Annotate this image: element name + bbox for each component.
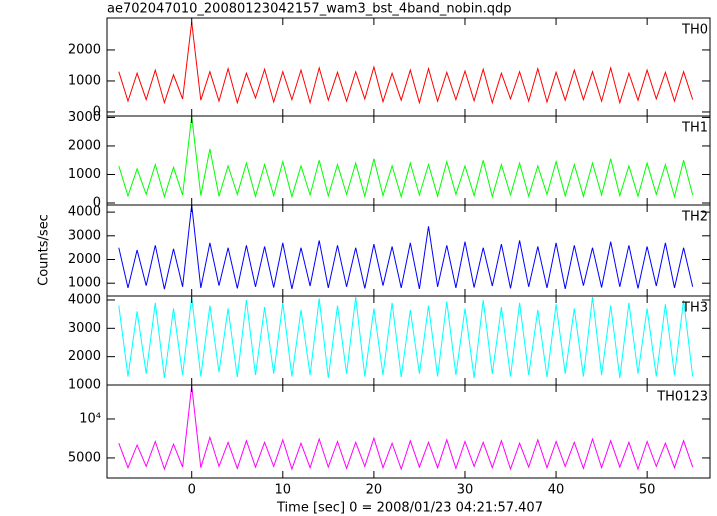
y-tick-label: 2000 (68, 252, 101, 267)
y-tick-label: 2000 (68, 42, 101, 57)
y-axis-label: Counts/sec (37, 214, 52, 286)
x-tick-label: 50 (639, 483, 656, 498)
y-tick-label: 4000 (68, 292, 101, 307)
panel-label: TH0123 (656, 390, 708, 405)
x-tick-label: 0 (188, 483, 196, 498)
y-tick-label: 1000 (68, 73, 101, 88)
y-tick-label: 3000 (68, 321, 101, 336)
panel-frame (106, 384, 711, 479)
y-tick-label: 0 (93, 104, 101, 119)
light-curve (118, 385, 694, 471)
x-tick-label: 10 (275, 483, 292, 498)
panel-label: TH0 (681, 23, 708, 38)
x-tick-label: 30 (457, 483, 474, 498)
x-axis-label: Time [sec] 0 = 2008/01/23 04:21:57.407 (276, 501, 543, 516)
chart-title: ae702047010_20080123042157_wam3_bst_4ban… (107, 2, 512, 17)
x-tick-label: 20 (366, 483, 383, 498)
light-curve (118, 205, 694, 290)
panel-frame (106, 295, 711, 386)
panel-frame (106, 115, 711, 206)
y-tick-label: 3000 (68, 110, 101, 125)
y-tick-label: 1000 (68, 276, 101, 291)
light-curve (118, 297, 694, 378)
y-tick-label: 0 (93, 196, 101, 211)
y-tick-label: 3000 (68, 228, 101, 243)
y-tick-label: 2000 (68, 138, 101, 153)
light-curve (118, 21, 694, 105)
y-tick-label: 1000 (68, 378, 101, 393)
y-tick-label: 1000 (68, 167, 101, 182)
light-curve (118, 116, 694, 199)
panel-label: TH2 (681, 210, 708, 225)
panel-label: TH3 (681, 301, 708, 316)
panel-label: TH1 (681, 121, 708, 136)
y-tick-label: 5000 (68, 450, 101, 465)
y-tick-label: 2000 (68, 349, 101, 364)
y-tick-label: 10⁴ (79, 411, 101, 426)
x-tick-label: 40 (548, 483, 565, 498)
y-tick-label: 4000 (68, 205, 101, 220)
